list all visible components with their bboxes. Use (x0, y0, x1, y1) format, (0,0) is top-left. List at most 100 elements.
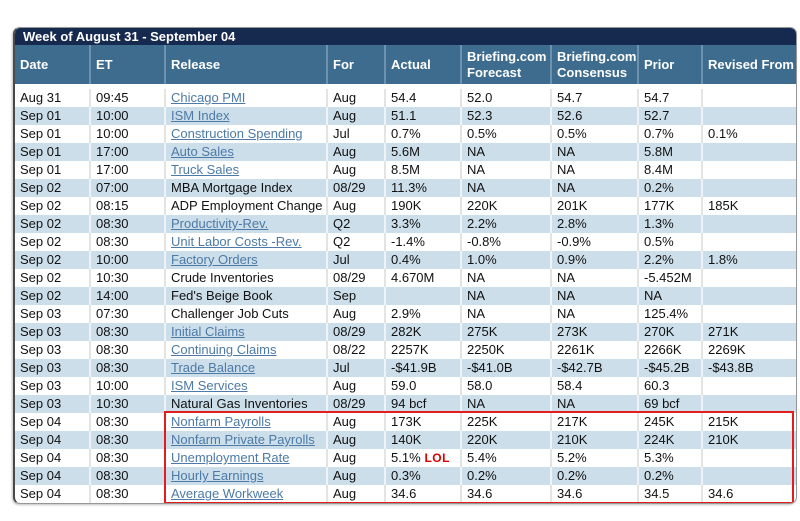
cell-release: Factory Orders (164, 251, 327, 269)
column-header-date: Date (15, 45, 90, 84)
cell-date: Sep 02 (20, 234, 62, 249)
cell-revised (701, 449, 796, 467)
release-link[interactable]: Unemployment Rate (171, 450, 290, 465)
table-row: Sep 03 08:30 Trade Balance Jul -$41.9B -$41.0… (15, 359, 796, 377)
release-link[interactable]: Hourly Earnings (171, 468, 264, 483)
release-link[interactable]: Nonfarm Payrolls (171, 414, 271, 429)
calendar-table: Date ET Release For Actual Briefing.com … (15, 45, 796, 503)
release-link[interactable]: Trade Balance (171, 360, 256, 375)
table-row: Sep 03 10:00 ISM Services Aug 59.0 58.0 58.4 60… (15, 377, 796, 395)
table-row: Sep 01 17:00 Auto Sales Aug 5.6M NA NA 5.8M (15, 143, 796, 161)
cell-actual: -$41.9B (384, 359, 461, 377)
cell-for: Jul (326, 359, 385, 377)
cell-date: Aug 31 (20, 90, 62, 105)
cell-revised (701, 233, 796, 251)
cell-prior: 2.2% (637, 251, 702, 269)
cell-release: Construction Spending (164, 125, 327, 143)
cell-prior: 0.2% (637, 179, 702, 197)
cell-revised: 1.8% (701, 251, 796, 269)
cell-for: 08/29 (326, 269, 385, 287)
table-row: Sep 02 14:00 Fed's Beige Book Sep NA NA NA (15, 287, 796, 305)
release-link[interactable]: Truck Sales (171, 162, 240, 177)
cell-actual: 173K (384, 413, 461, 431)
cell-forecast: 5.4% (460, 449, 551, 467)
release-link[interactable]: ISM Services (171, 378, 248, 393)
column-header-actual: Actual (384, 45, 461, 84)
cell-forecast: 225K (460, 413, 551, 431)
table-row: Sep 01 10:00 Construction Spending Jul 0.7% 0… (15, 125, 796, 143)
cell-date: Sep 04 (20, 486, 62, 501)
cell-prior: NA (637, 287, 702, 305)
release-link[interactable]: Construction Spending (171, 126, 303, 141)
cell-consensus: 58.4 (550, 377, 638, 395)
cell-forecast: NA (460, 305, 551, 323)
cell-date: Sep 04 (15, 431, 90, 449)
cell-prior: 69 bcf (637, 395, 702, 413)
cell-release: MBA Mortgage Index (164, 179, 327, 197)
release-link[interactable]: Unit Labor Costs -Rev. (171, 234, 302, 249)
cell-consensus: 54.7 (550, 89, 638, 107)
cell-consensus: -$42.7B (550, 359, 638, 377)
cell-et: 08:30 (89, 467, 165, 485)
cell-et: 08:30 (89, 359, 165, 377)
cell-consensus: -0.9% (550, 233, 638, 251)
cell-for: Aug (326, 377, 385, 395)
cell-release: ISM Services (164, 377, 327, 395)
cell-date: Sep 04 (20, 450, 62, 465)
release-link[interactable]: Continuing Claims (171, 342, 277, 357)
cell-actual: 0.7% (384, 125, 461, 143)
column-header-consensus: Briefing.com Consensus (550, 45, 638, 84)
release-link[interactable]: Factory Orders (171, 252, 258, 267)
cell-date: Sep 04 (20, 414, 62, 429)
cell-date: Sep 03 (15, 395, 90, 413)
table-row: Sep 01 17:00 Truck Sales Aug 8.5M NA NA 8.4M (15, 161, 796, 179)
table-row: Sep 04 08:30 Nonfarm Private Payrolls Aug 14… (15, 431, 796, 449)
cell-for: Jul (326, 251, 385, 269)
cell-consensus: 210K (550, 431, 638, 449)
cell-actual: 5.6M (384, 143, 461, 161)
cell-release: Unit Labor Costs -Rev. (164, 233, 327, 251)
cell-et: 14:00 (89, 287, 165, 305)
cell-for: Aug (326, 413, 385, 431)
cell-date: Sep 03 (15, 359, 90, 377)
cell-release: Unemployment Rate (164, 449, 327, 467)
release-link[interactable]: Nonfarm Private Payrolls (171, 432, 315, 447)
cell-forecast: NA (460, 179, 551, 197)
cell-et: 10:00 (89, 377, 165, 395)
cell-forecast: -0.8% (460, 233, 551, 251)
cell-release: Hourly Earnings (164, 467, 327, 485)
cell-consensus: 0.9% (550, 251, 638, 269)
cell-consensus: NA (550, 305, 638, 323)
cell-prior: 52.7 (637, 107, 702, 125)
cell-prior: 177K (637, 197, 702, 215)
calendar-table-body: Aug 31 09:45 Chicago PMI Aug 54.4 52.0 54.7 54.… (15, 89, 796, 503)
cell-for: Q2 (326, 233, 385, 251)
release-link[interactable]: Average Workweek (171, 486, 284, 501)
cell-actual: 51.1 (384, 107, 461, 125)
cell-release: Continuing Claims (164, 341, 327, 359)
cell-forecast: NA (460, 395, 551, 413)
release-link[interactable]: Chicago PMI (171, 90, 246, 105)
cell-consensus: 217K (550, 413, 638, 431)
cell-release: Trade Balance (164, 359, 327, 377)
cell-prior: 125.4% (637, 305, 702, 323)
annotation-text: LOL (420, 451, 450, 465)
release-label: MBA Mortgage Index (171, 180, 293, 195)
cell-prior: 1.3% (637, 215, 702, 233)
cell-forecast: 0.5% (460, 125, 551, 143)
cell-release: Initial Claims (164, 323, 327, 341)
table-row: Sep 02 10:30 Crude Inventories 08/29 4.670M N… (15, 269, 796, 287)
release-link[interactable]: ISM Index (171, 108, 230, 123)
table-row: Sep 04 08:30 Unemployment Rate Aug 5.1% LOL 5… (15, 449, 796, 467)
cell-date: Sep 01 (15, 107, 90, 125)
cell-forecast: NA (460, 269, 551, 287)
cell-et: 08:30 (89, 449, 165, 467)
cell-for: Q2 (326, 215, 385, 233)
cell-prior: 8.4M (637, 161, 702, 179)
cell-forecast: 220K (460, 431, 551, 449)
cell-et: 10:00 (89, 107, 165, 125)
release-link[interactable]: Initial Claims (171, 324, 245, 339)
release-link[interactable]: Auto Sales (171, 144, 234, 159)
release-link[interactable]: Productivity-Rev. (171, 216, 269, 231)
